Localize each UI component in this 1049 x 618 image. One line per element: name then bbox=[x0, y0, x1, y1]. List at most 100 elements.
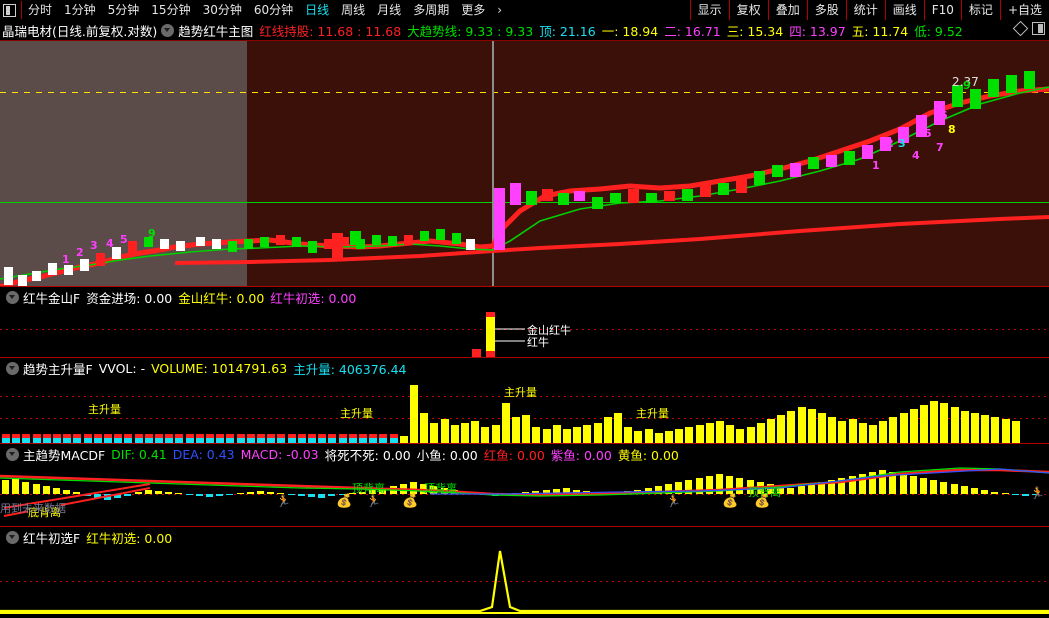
period-fenshi[interactable]: 分时 bbox=[28, 3, 53, 17]
panel-field-fund-entry: 资金进场: 0.00 bbox=[86, 290, 173, 306]
period-1min[interactable]: 1分钟 bbox=[64, 3, 96, 17]
panel-header-trend-volume: 趋势主升量F VVOL: - VOLUME: 1014791.63 主升量: 4… bbox=[0, 357, 1049, 378]
button-drawline[interactable]: 画线 bbox=[884, 0, 924, 20]
panel-toggle-icon[interactable] bbox=[1032, 22, 1045, 35]
field-value: 0.41 bbox=[138, 446, 167, 462]
button-add-favorite[interactable]: +自选 bbox=[999, 0, 1049, 20]
stock-info-row: 晶瑞电材(日线.前复权.对数) 趋势红牛主图 红线持股: 11.68 : 11.… bbox=[0, 20, 1049, 41]
annotation-bottom-divergence: 底背离 bbox=[28, 504, 61, 520]
price-label-top: 2.37 bbox=[952, 75, 979, 89]
panel-name[interactable]: 红牛金山F bbox=[23, 290, 81, 306]
marker-1: 1 bbox=[62, 253, 70, 266]
marker-8b: 8 bbox=[948, 123, 956, 136]
indicator-name[interactable]: 趋势红牛主图 bbox=[178, 23, 254, 39]
period-multi[interactable]: 多周期 bbox=[413, 3, 450, 17]
field-value: 11.74 bbox=[872, 23, 909, 39]
marker-2: 2 bbox=[76, 246, 84, 259]
field-label: 四 bbox=[789, 23, 802, 39]
button-adjust[interactable]: 复权 bbox=[728, 0, 768, 20]
field-label: VOLUME bbox=[151, 360, 204, 376]
panel-collapse-icon[interactable] bbox=[6, 530, 19, 544]
field-label: 黄鱼 bbox=[617, 447, 643, 463]
panel-name[interactable]: 红牛初选F bbox=[23, 530, 81, 546]
panel-collapse-icon[interactable] bbox=[6, 290, 19, 304]
crosshair-vertical-line[interactable] bbox=[492, 41, 494, 286]
panel-name[interactable]: 主趋势MACDF bbox=[23, 447, 106, 463]
field-label: 资金进场 bbox=[86, 290, 137, 306]
period-daily[interactable]: 日线 bbox=[305, 3, 330, 17]
runner-icon-1: 🏃 bbox=[276, 494, 291, 508]
panel-collapse-icon[interactable] bbox=[6, 361, 19, 375]
button-mark[interactable]: 标记 bbox=[960, 0, 1000, 20]
panel-field-yellow-fish: 黄鱼: 0.00 bbox=[617, 447, 679, 463]
field-value: 13.97 bbox=[809, 23, 846, 39]
panel4-ref-line bbox=[0, 581, 1049, 582]
field-label: 红鱼 bbox=[483, 447, 509, 463]
panel-body-redbull-goldmount[interactable]: 金山红牛 红牛 bbox=[0, 307, 1049, 357]
field-value: 1014791.63 bbox=[211, 360, 288, 376]
ma-red-line bbox=[0, 86, 1049, 286]
chevron-right-icon[interactable]: › bbox=[497, 3, 503, 17]
field-label: 低 bbox=[914, 23, 927, 39]
panel-body-macd[interactable]: 底背离 顶背离 顶背离 顶背离 用到未来数据 💰 💰 💰 💰 🏃 🏃 🏃 🏃 bbox=[0, 464, 1049, 526]
diamond-icon[interactable] bbox=[1012, 20, 1029, 37]
panel-field-dif: DIF: 0.41 bbox=[111, 446, 167, 462]
panel-header-macd: 主趋势MACDF DIF: 0.41 DEA: 0.43 MACD: -0.03… bbox=[0, 443, 1049, 464]
panel-body-redbull-primary[interactable] bbox=[0, 547, 1049, 615]
panel-body-trend-volume[interactable]: 主升量 主升量 主升量 主升量 bbox=[0, 378, 1049, 443]
field-value: - bbox=[140, 360, 146, 376]
field-label: 二 bbox=[664, 23, 677, 39]
field-label: 大趋势线 bbox=[407, 23, 458, 39]
period-weekly[interactable]: 周线 bbox=[341, 3, 366, 17]
field-value: 11.68 : 11.68 bbox=[317, 23, 402, 39]
panel-name[interactable]: 趋势主升量F bbox=[23, 361, 93, 377]
button-display[interactable]: 显示 bbox=[689, 0, 729, 20]
stock-title: 晶瑞电材(日线.前复权.对数) bbox=[2, 23, 158, 39]
field-value: 9.52 bbox=[934, 23, 963, 39]
field-value: 0.00 bbox=[144, 290, 173, 306]
field-level-4: 四: 13.97 bbox=[789, 23, 846, 39]
panel-header-redbull-goldmount: 红牛金山F 资金进场: 0.00 金山红牛: 0.00 红牛初选: 0.00 bbox=[0, 286, 1049, 307]
period-30min[interactable]: 30分钟 bbox=[202, 3, 242, 17]
toolbar-left-group: 分时 1分钟 5分钟 15分钟 30分钟 60分钟 日线 周线 月线 多周期 更… bbox=[0, 0, 508, 20]
field-label: 小鱼 bbox=[416, 447, 442, 463]
button-statistics[interactable]: 统计 bbox=[845, 0, 885, 20]
panel-field-macd: MACD: -0.03 bbox=[240, 446, 319, 462]
field-value: -0.03 bbox=[286, 446, 319, 462]
field-level-1: 一: 18.94 bbox=[601, 23, 659, 39]
period-5min[interactable]: 5分钟 bbox=[107, 3, 140, 17]
field-value: 0.00 bbox=[382, 447, 411, 463]
field-top: 顶: 21.16 bbox=[539, 23, 596, 39]
chevron-down-icon[interactable] bbox=[161, 23, 175, 37]
panel-collapse-icon[interactable] bbox=[6, 447, 19, 461]
annotation-main-volume-3: 主升量 bbox=[636, 407, 669, 420]
button-f10[interactable]: F10 bbox=[923, 0, 961, 20]
candle-bodies bbox=[0, 41, 1049, 286]
period-15min[interactable]: 15分钟 bbox=[151, 3, 191, 17]
period-more[interactable]: 更多 bbox=[461, 3, 486, 17]
ma-green-line bbox=[0, 86, 1049, 280]
field-label: DEA bbox=[172, 446, 199, 462]
annotation-top-divergence-1: 顶背离 bbox=[352, 482, 385, 495]
field-low: 低: 9.52 bbox=[914, 23, 963, 39]
marker-1b: 1 bbox=[872, 159, 880, 172]
field-label: 红牛初选 bbox=[86, 530, 137, 546]
field-label: 将死不死 bbox=[324, 447, 375, 463]
field-big-trend-line: 大趋势线: 9.33 : 9.33 bbox=[407, 23, 534, 39]
period-monthly[interactable]: 月线 bbox=[377, 3, 402, 17]
button-multistock[interactable]: 多股 bbox=[806, 0, 846, 20]
marker-2b: 2 bbox=[886, 137, 894, 150]
field-value: 0.00 bbox=[651, 447, 679, 463]
window-controls bbox=[1012, 20, 1045, 37]
field-level-3: 三: 15.34 bbox=[726, 23, 784, 39]
toolbar-right-group: 显示 复权 叠加 多股 统计 画线 F10 标记 +自选 bbox=[689, 0, 1049, 20]
runner-icon-3: 🏃 bbox=[666, 494, 681, 508]
period-60min[interactable]: 60分钟 bbox=[253, 3, 294, 17]
field-value: 9.33 : 9.33 bbox=[465, 23, 534, 39]
button-overlay[interactable]: 叠加 bbox=[767, 0, 807, 20]
field-label: VVOL bbox=[98, 360, 133, 376]
field-label: 主升量 bbox=[293, 361, 331, 377]
layout-icon[interactable] bbox=[3, 3, 16, 17]
main-price-chart[interactable]: 7.55 2.37 1 2 3 4 5 9 1 2 3 4 5 6 7 8 9 … bbox=[0, 41, 1049, 286]
annotation-redbull: 红牛 bbox=[527, 336, 549, 349]
